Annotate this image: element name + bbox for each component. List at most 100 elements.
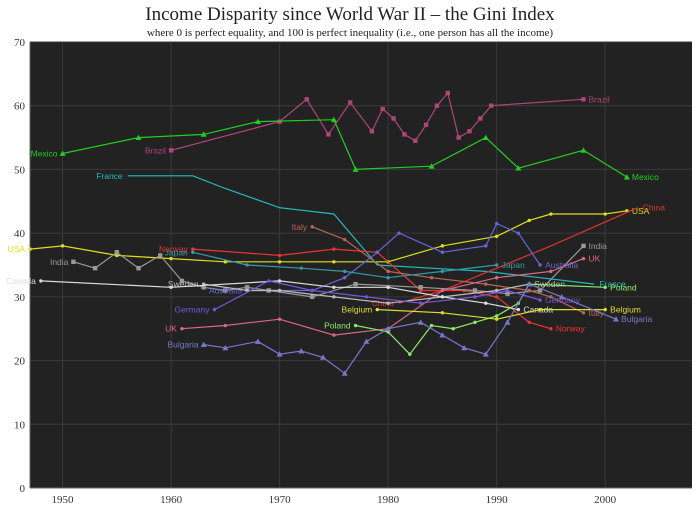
point-brazil: [369, 129, 375, 134]
x-tick-label: 1950: [52, 494, 75, 506]
point-mexico: [428, 163, 435, 169]
point-india: [92, 265, 98, 271]
point-germany: [538, 298, 542, 302]
point-japan: [191, 250, 195, 254]
point-uk: [581, 256, 586, 261]
y-tick-label: 40: [14, 228, 26, 240]
point-poland: [473, 320, 477, 325]
point-norway: [549, 327, 553, 331]
point-sweden: [332, 295, 336, 299]
point-usa: [332, 260, 336, 264]
point-poland: [603, 285, 607, 289]
point-norway: [332, 247, 336, 251]
series-label-france: France: [599, 279, 626, 289]
point-germany: [212, 307, 217, 312]
point-mexico: [515, 165, 522, 171]
point-australia: [484, 244, 488, 248]
x-tick-label: 2000: [594, 494, 617, 506]
point-italy: [581, 311, 586, 315]
series-label-uk: UK: [165, 324, 177, 334]
point-usa: [440, 244, 445, 248]
point-brazil: [423, 122, 429, 128]
series-label-brazil: Brazil: [588, 94, 609, 104]
point-sweden: [386, 301, 390, 305]
point-canada: [386, 285, 390, 289]
point-mexico: [59, 150, 66, 156]
point-mexico: [623, 174, 630, 180]
point-india: [537, 288, 543, 293]
series-label-italy: Italy: [292, 222, 308, 232]
point-brazil: [402, 132, 407, 137]
series-label-italy: Italy: [588, 308, 604, 318]
series-label-india: India: [50, 257, 69, 267]
point-mexico: [352, 166, 359, 172]
point-australia: [375, 250, 379, 254]
point-india: [581, 243, 586, 249]
point-poland: [494, 314, 499, 318]
point-usa: [223, 260, 228, 264]
point-india: [472, 288, 478, 293]
point-brazil: [434, 103, 440, 108]
point-italy: [549, 295, 553, 299]
point-japan: [386, 276, 390, 280]
point-india: [114, 250, 120, 255]
point-brazil: [391, 116, 396, 121]
series-label-canada: Canada: [6, 276, 36, 286]
series-label-belgium: Belgium: [610, 305, 641, 315]
point-bulgaria: [254, 338, 261, 344]
point-belgium: [603, 307, 607, 312]
point-uk: [223, 323, 228, 328]
point-bulgaria: [222, 344, 229, 351]
point-mexico: [482, 134, 489, 140]
point-bulgaria: [417, 319, 424, 325]
series-label-china: China: [372, 298, 394, 308]
series-line-usa: [29, 210, 627, 263]
point-australia: [343, 276, 347, 280]
series-label-australia: Australia: [545, 260, 578, 270]
y-tick-label: 0: [20, 483, 26, 495]
point-italy: [310, 225, 314, 229]
point-belgium: [538, 307, 542, 312]
point-usa: [603, 212, 607, 216]
point-bulgaria: [385, 325, 392, 332]
point-japan: [440, 269, 445, 274]
point-italy: [484, 282, 488, 286]
series-line-canada: [40, 280, 519, 311]
point-brazil: [445, 90, 451, 96]
series-label-china: China: [643, 203, 665, 213]
point-italy: [386, 269, 390, 274]
x-tick-label: 1980: [377, 494, 400, 506]
series-line-france: [127, 175, 595, 285]
series-label-india: India: [588, 241, 607, 251]
y-tick-label: 20: [14, 356, 26, 368]
point-mexico: [330, 116, 337, 123]
series-label-poland: Poland: [324, 321, 351, 331]
point-australia: [397, 231, 401, 235]
series-label-norway: Norway: [556, 324, 586, 334]
point-brazil: [380, 106, 385, 112]
series-line-australia: [247, 222, 541, 292]
point-bulgaria: [439, 332, 446, 338]
point-brazil: [467, 129, 472, 134]
point-india: [418, 285, 423, 290]
point-poland: [353, 323, 358, 328]
point-canada: [332, 285, 336, 289]
series-line-italy: [311, 226, 584, 314]
point-bulgaria: [320, 354, 327, 360]
point-norway: [191, 247, 195, 251]
series-label-australia: Australia: [209, 285, 242, 295]
y-tick-label: 70: [14, 37, 26, 49]
point-bulgaria: [613, 316, 620, 322]
point-germany: [418, 301, 423, 305]
point-brazil: [478, 116, 483, 121]
point-norway: [277, 253, 282, 258]
point-bulgaria: [526, 281, 533, 287]
series-label-uk: UK: [588, 254, 600, 264]
point-norway: [494, 295, 499, 299]
point-bulgaria: [341, 370, 348, 376]
point-uk: [277, 317, 282, 321]
series-label-brazil: Brazil: [145, 145, 166, 155]
point-norway: [527, 320, 531, 325]
point-usa: [28, 247, 32, 251]
point-belgium: [494, 317, 499, 321]
